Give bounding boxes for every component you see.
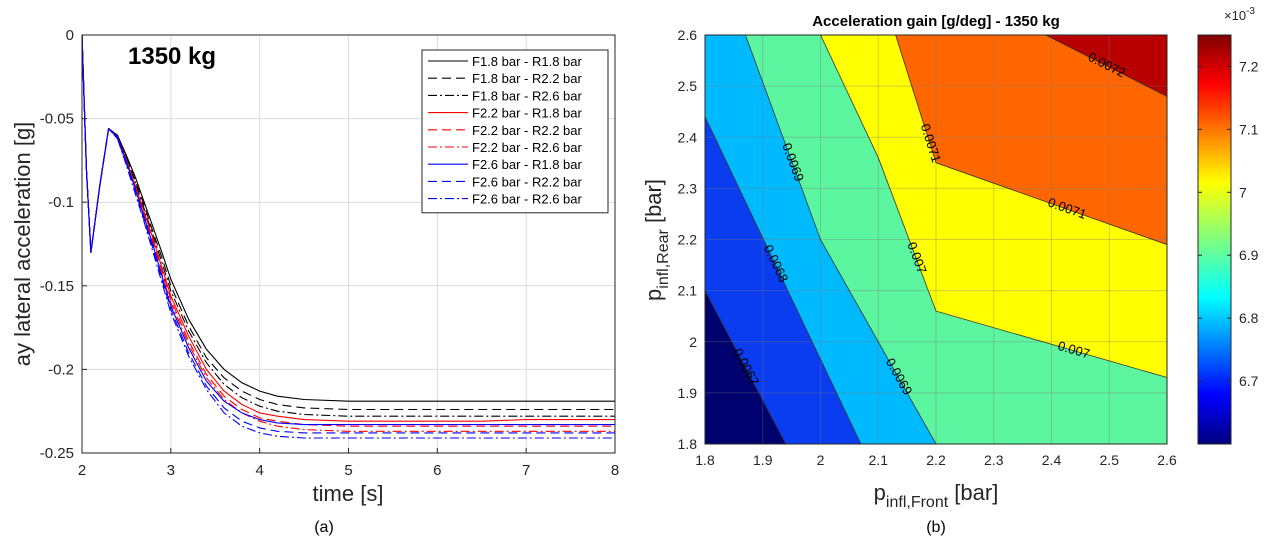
- legend-label: F1.8 bar - R2.6 bar: [472, 88, 582, 103]
- y-tick-label: 2.2: [678, 232, 698, 248]
- y-tick-label: 2.6: [678, 27, 698, 43]
- y-tick-label: 1.9: [678, 385, 698, 401]
- legend-label: F2.6 bar - R1.8 bar: [472, 157, 582, 172]
- colorbar-tick-label: 7: [1239, 184, 1247, 200]
- x-tick-label: 1.9: [753, 452, 773, 468]
- mass-annotation: 1350 kg: [128, 43, 216, 70]
- legend-label: F2.2 bar - R1.8 bar: [472, 106, 582, 121]
- contour-line: [705, 290, 787, 444]
- legend-label: F2.2 bar - R2.2 bar: [472, 123, 582, 138]
- x-tick-label: 2.4: [1042, 452, 1062, 468]
- contour-line: [820, 35, 1167, 378]
- x-tick-label: 8: [611, 462, 619, 479]
- x-tick-label: 2.6: [1157, 452, 1177, 468]
- y-tick-label: 1.8: [678, 436, 698, 452]
- x-axis-label: time [s]: [313, 481, 384, 506]
- y-tick-label: -0.25: [40, 445, 74, 462]
- y-tick-label: 2.5: [678, 78, 698, 94]
- tick-labels: 1.8 1.9 2 2.1 2.2 2.3 2.4 2.5 2.6 1.8 1.9 2 2.1 2.2 2.…: [678, 27, 1177, 468]
- x-tick-label: 5: [344, 462, 352, 479]
- gridlines: [705, 35, 1167, 444]
- legend-label: F2.6 bar - R2.6 bar: [472, 192, 582, 207]
- contour-lines: [705, 35, 1167, 444]
- colorbar: [1197, 34, 1232, 445]
- contour-chart-panel: 0.00670.00680.00690.00690.0070.0070.0071…: [641, 6, 1259, 536]
- y-tick-label: 0: [66, 27, 74, 44]
- x-tick-label: 4: [255, 462, 263, 479]
- colorbar-tick-label: 6.9: [1239, 247, 1259, 263]
- line-chart-panel: 2 3 4 5 6 7 80-0.05-0.1-0.15-0.2-0.25 1350 kg …: [10, 27, 619, 536]
- x-tick-label: 3: [167, 462, 175, 479]
- x-tick-label: 2: [78, 462, 86, 479]
- contour-line: [705, 116, 862, 444]
- contour-line: [1045, 35, 1167, 97]
- x-tick-label: 6: [433, 462, 441, 479]
- y-tick-label: 2: [689, 334, 697, 350]
- y-tick-label: 2.3: [678, 180, 698, 196]
- contour-line: [895, 35, 1167, 245]
- legend-label: F1.8 bar - R2.2 bar: [472, 71, 582, 86]
- contour-line: [745, 35, 937, 444]
- series-line: [82, 35, 615, 439]
- y-tick-label: -0.15: [40, 278, 74, 295]
- tick-labels: 2 3 4 5 6 7 8 0 -0.05 -0.1 -0.15 -0.2 -0.25: [40, 27, 619, 479]
- y-tick-label: -0.05: [40, 111, 74, 128]
- legend: F1.8 bar - R1.8 bar F1.8 bar - R2.2 bar F1…: [421, 49, 609, 214]
- colorbar-tick-label: 6.8: [1239, 310, 1259, 326]
- panel-caption-b: (b): [926, 519, 946, 536]
- legend-label: F1.8 bar - R1.8 bar: [472, 54, 582, 69]
- y-axis-label: pinfl,Rear [bar]: [641, 179, 672, 301]
- x-tick-label: 2: [817, 452, 825, 468]
- chart-title: Acceleration gain [g/deg] - 1350 kg: [812, 13, 1060, 30]
- y-axis-label: ay lateral acceleration [g]: [10, 122, 35, 367]
- legend-label: F2.2 bar - R2.6 bar: [472, 140, 582, 155]
- colorbar-exponent: ×10-3: [1224, 6, 1255, 23]
- panel-caption-a: (a): [314, 519, 334, 536]
- series-lines: [82, 35, 615, 439]
- y-tick-label: 2.1: [678, 283, 698, 299]
- x-tick-label: 2.5: [1100, 452, 1120, 468]
- x-tick-label: 2.3: [984, 452, 1004, 468]
- x-tick-label: 1.8: [695, 452, 715, 468]
- colorbar-tick-label: 7.1: [1239, 121, 1259, 137]
- y-tick-label: -0.1: [48, 194, 74, 211]
- colorbar-tick-label: 6.7: [1239, 373, 1259, 389]
- x-tick-label: 7: [522, 462, 530, 479]
- colorbar-tick-label: 7.2: [1239, 58, 1259, 74]
- legend-box: [421, 49, 609, 214]
- y-tick-label: -0.2: [48, 361, 74, 378]
- y-tick-label: 2.4: [678, 129, 698, 145]
- x-tick-label: 2.2: [926, 452, 946, 468]
- legend-label: F2.6 bar - R2.2 bar: [472, 174, 582, 189]
- plot-area-border: [704, 34, 1168, 445]
- colorbar-ticks: 6.7 6.8 6.9 7 7.1 7.2: [1198, 58, 1259, 389]
- x-axis-label: pinfl,Front [bar]: [874, 480, 999, 511]
- x-tick-label: 2.1: [869, 452, 889, 468]
